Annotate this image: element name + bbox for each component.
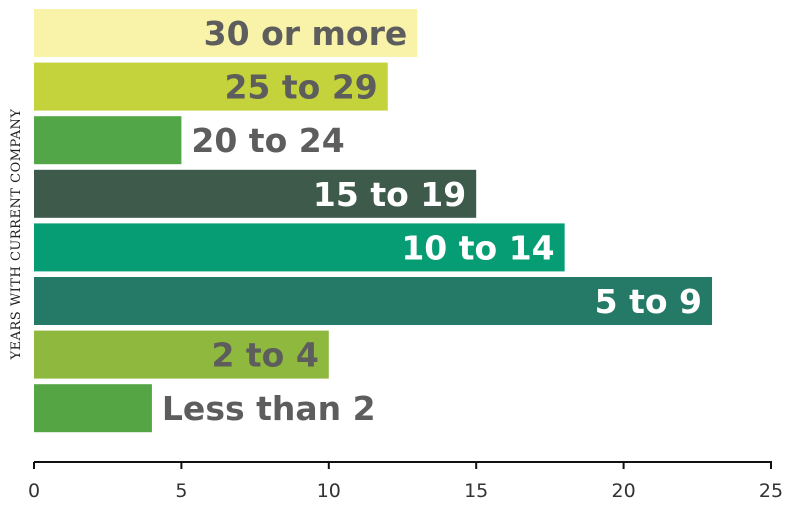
bars-group — [34, 9, 713, 433]
bar-label-7: Less than 2 — [162, 389, 376, 428]
bar-label-6: 2 to 4 — [211, 336, 318, 375]
x-tick-label-5: 25 — [759, 480, 783, 502]
bar-label-1: 25 to 29 — [224, 68, 377, 107]
bar-label-2: 20 to 24 — [191, 121, 344, 160]
y-axis-label: YEARS WITH CURRENT COMPANY — [9, 109, 24, 361]
bar-4 — [34, 223, 565, 272]
bar-label-3: 15 to 19 — [313, 175, 466, 214]
bar-3 — [34, 169, 477, 218]
bar-label-4: 10 to 14 — [401, 228, 554, 267]
bar-7 — [34, 384, 152, 433]
bar-1 — [34, 62, 388, 111]
x-ticks-group: 0 5 10 15 20 25 — [28, 462, 783, 502]
x-tick-label-3: 15 — [464, 480, 488, 502]
x-tick-label-4: 20 — [612, 480, 636, 502]
bar-label-0: 30 or more — [204, 14, 408, 53]
bar-2 — [34, 116, 182, 165]
bar-5 — [34, 277, 713, 325]
bar-label-5: 5 to 9 — [595, 282, 702, 321]
x-tick-label-2: 10 — [317, 480, 341, 502]
x-tick-label-1: 5 — [175, 480, 187, 502]
bar-6 — [34, 330, 329, 379]
x-tick-label-0: 0 — [28, 480, 40, 502]
bar-labels-group: 30 or more 25 to 29 20 to 24 15 to 19 10 to … — [162, 14, 702, 428]
bar-0 — [34, 9, 418, 57]
